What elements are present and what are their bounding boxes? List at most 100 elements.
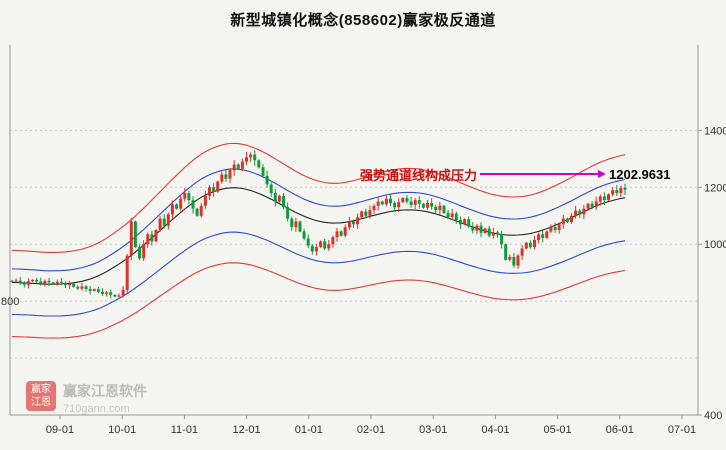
- candle-body: [199, 205, 203, 216]
- candle-body: [290, 218, 294, 228]
- candle-body: [166, 214, 170, 226]
- brand-logo-icon: 赢家江恩: [26, 381, 56, 411]
- candle-body: [236, 164, 240, 169]
- candle-body: [113, 294, 117, 297]
- candle-body: [549, 227, 553, 232]
- candle-body: [64, 282, 67, 286]
- candle-body: [512, 257, 516, 266]
- candle-body: [47, 280, 51, 283]
- candle-body: [84, 286, 88, 289]
- candle-body: [101, 291, 104, 294]
- watermark-domain: 710gann.com: [63, 403, 130, 415]
- candle-body: [467, 219, 471, 227]
- candle-body: [524, 242, 528, 249]
- candle-body: [335, 231, 339, 238]
- candle-body: [598, 196, 602, 202]
- candle-body: [487, 228, 491, 236]
- candle-body: [607, 194, 610, 201]
- candle-body: [475, 225, 479, 231]
- candle-body: [191, 200, 195, 209]
- candle-body: [245, 157, 248, 162]
- x-axis-label: 03-01: [419, 424, 447, 436]
- x-axis-label: 11-01: [171, 424, 198, 436]
- candle-body: [500, 234, 504, 245]
- channel-line-red-upper: [11, 142, 626, 253]
- candle-body: [339, 231, 343, 236]
- y-axis-label: 1200: [704, 182, 726, 194]
- candle-body: [59, 281, 63, 283]
- candle-body: [347, 221, 351, 228]
- candle-body: [401, 198, 405, 203]
- arrow-shaft: [480, 173, 599, 175]
- candle-body: [409, 201, 413, 205]
- candle-body: [302, 231, 306, 239]
- candle-body: [179, 198, 183, 209]
- resistance-price-label: 1202.9631: [609, 166, 671, 182]
- x-axis-label: 02-01: [357, 424, 385, 436]
- candle-body: [376, 201, 380, 206]
- candle-body: [216, 181, 220, 192]
- candle-body: [356, 217, 360, 225]
- candle-body: [619, 187, 623, 193]
- candle-body: [561, 218, 565, 225]
- candle-body: [277, 195, 281, 202]
- channel-line-blue-lower: [11, 231, 626, 317]
- candle-body: [68, 283, 72, 286]
- candle-body: [545, 231, 549, 238]
- channel-line-mid: [11, 187, 626, 285]
- candle-body: [195, 208, 199, 216]
- candle-body: [520, 248, 524, 256]
- candle-body: [590, 203, 594, 208]
- candle-body: [594, 201, 598, 208]
- candle-body: [586, 203, 590, 209]
- candle-body: [582, 208, 586, 215]
- candle-body: [10, 280, 14, 282]
- candle-body: [240, 161, 244, 169]
- candle-body: [446, 212, 450, 218]
- x-axis-label: 01-01: [295, 424, 323, 436]
- candle-body: [393, 203, 397, 208]
- brand-logo-text: 赢家江恩: [31, 384, 51, 408]
- candle-body: [224, 174, 228, 179]
- candle-body: [220, 174, 224, 182]
- candle-body: [249, 154, 253, 158]
- channel-line-blue-upper: [11, 168, 626, 272]
- candle-body: [109, 292, 113, 295]
- candle-body: [51, 282, 55, 285]
- candle-body: [380, 201, 384, 205]
- candle-body: [491, 232, 495, 236]
- candle-body: [578, 210, 582, 215]
- x-axis-label: 10-01: [108, 424, 136, 436]
- candle-body: [282, 195, 285, 208]
- candle-body: [615, 190, 619, 193]
- candle-body: [175, 204, 179, 209]
- candle-body: [533, 240, 536, 248]
- candle-body: [154, 230, 158, 242]
- candle-body: [537, 234, 541, 240]
- candle-body: [27, 281, 30, 285]
- candle-body: [261, 167, 265, 176]
- candle-body: [22, 282, 26, 285]
- candle-body: [352, 221, 355, 225]
- candle-body: [471, 226, 475, 231]
- candle-body: [557, 224, 561, 230]
- candle-body: [327, 244, 331, 249]
- candle-body: [105, 292, 109, 294]
- candle-body: [553, 227, 557, 230]
- candle-body: [528, 242, 532, 248]
- candle-body: [138, 247, 141, 259]
- candle-body: [39, 281, 43, 284]
- channel-line-red-lower: [11, 262, 626, 339]
- candle-body: [133, 221, 137, 248]
- candle-body: [574, 210, 578, 216]
- candle-body: [265, 175, 269, 185]
- candle-body: [92, 289, 96, 291]
- candle-body: [96, 289, 100, 292]
- candle-body: [232, 164, 236, 171]
- watermark-text: 赢家江恩软件 710gann.com: [63, 381, 147, 415]
- candle-body: [76, 286, 80, 289]
- candle-body: [257, 160, 261, 168]
- candle-body: [212, 187, 216, 192]
- candle-body: [430, 203, 434, 207]
